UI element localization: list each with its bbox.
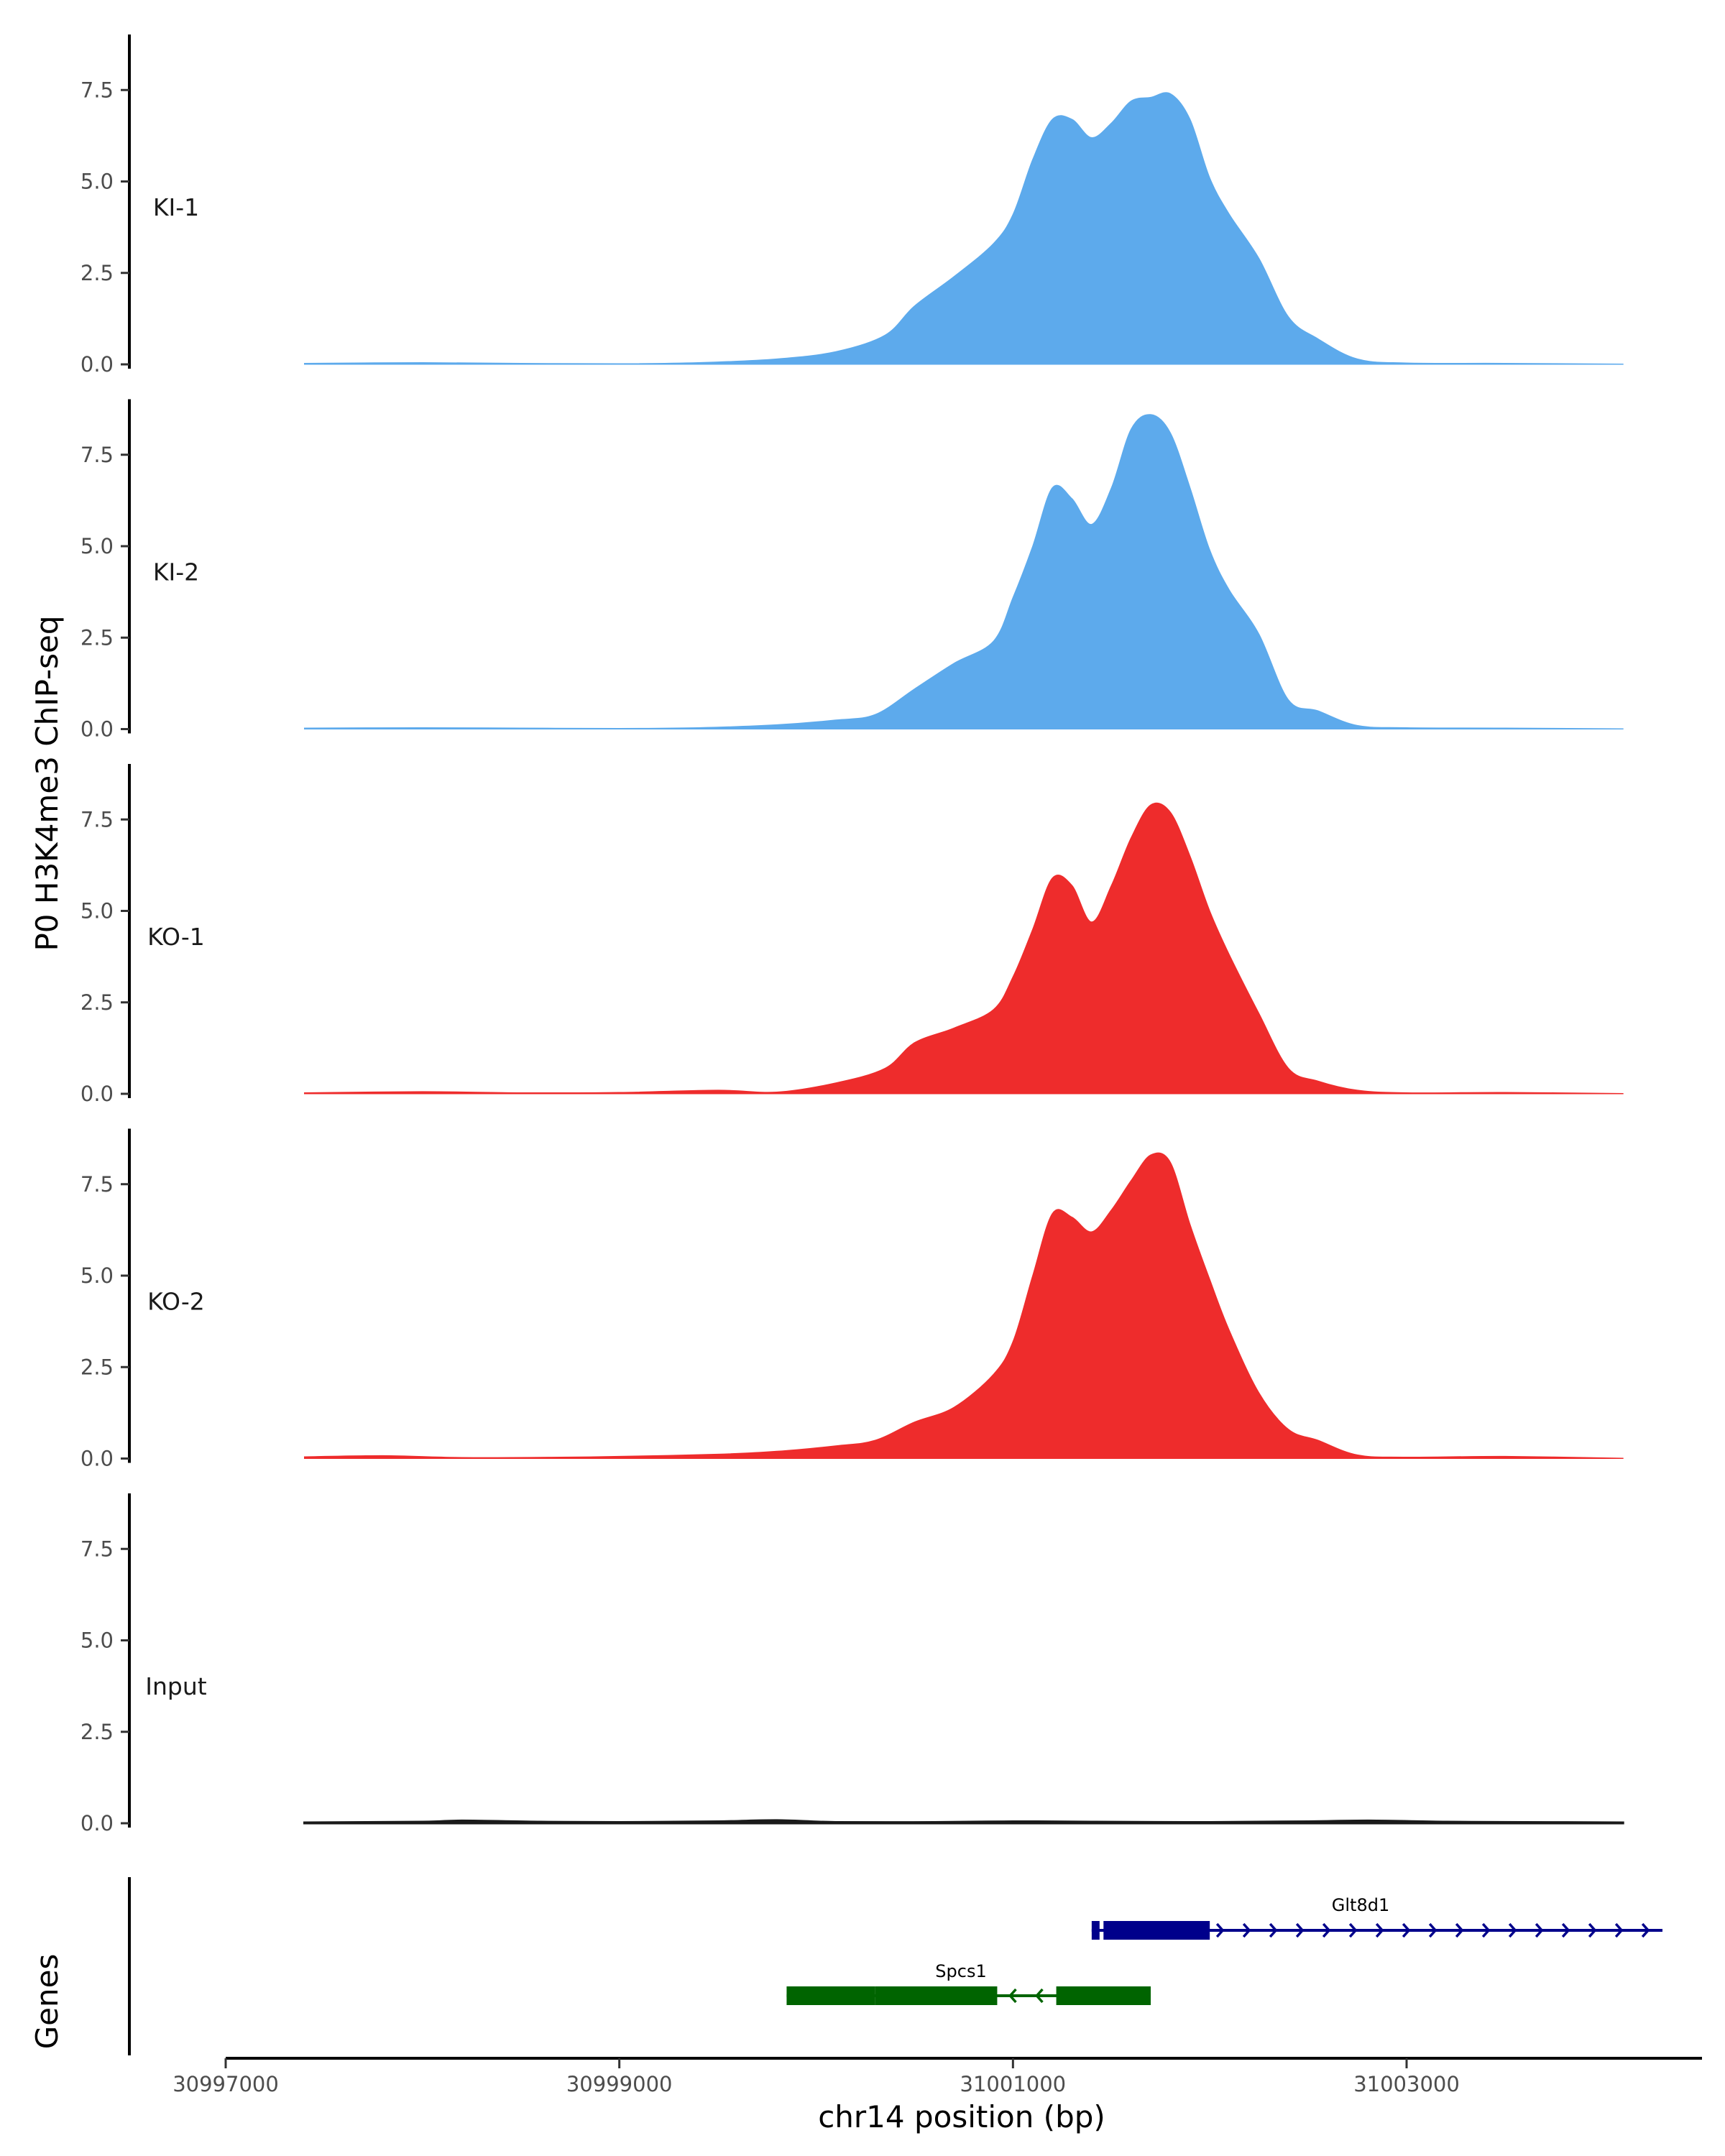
x-tick-label: 30999000 bbox=[566, 2072, 673, 2096]
strand-arrow bbox=[1455, 1922, 1464, 1938]
y-tick-label: 5.0 bbox=[80, 899, 114, 923]
strand-arrow bbox=[1375, 1922, 1384, 1938]
gene-track-title: Genes bbox=[29, 1954, 65, 2050]
gene-label: Glt8d1 bbox=[1332, 1895, 1389, 1915]
gene-track: Glt8d1 Spcs1 bbox=[128, 1877, 1662, 2055]
strand-arrow bbox=[1269, 1922, 1278, 1938]
gene-label: Spcs1 bbox=[935, 1961, 986, 1981]
x-tick-label: 31003000 bbox=[1353, 2072, 1460, 2096]
track-label: KI-2 bbox=[153, 558, 199, 586]
y-tick-label: 2.5 bbox=[80, 990, 114, 1015]
track-ko-1: 0.0 2.5 5.0 7.5 KO-1 bbox=[80, 764, 1624, 1106]
y-tick-label: 0.0 bbox=[80, 1811, 114, 1835]
y-tick-label: 0.0 bbox=[80, 1447, 114, 1471]
strand-arrow bbox=[1215, 1922, 1225, 1938]
track-label: Input bbox=[145, 1672, 207, 1700]
x-axis: 30997000 30999000 31001000 31003000 bbox=[172, 2057, 1702, 2096]
y-tick-label: 2.5 bbox=[80, 625, 114, 650]
strand-arrow bbox=[1008, 1988, 1017, 2004]
y-tick-label: 0.0 bbox=[80, 717, 114, 742]
strand-arrow bbox=[1295, 1922, 1305, 1938]
gene-exon bbox=[1103, 1921, 1210, 1940]
signal-area-ko-2 bbox=[304, 1152, 1624, 1459]
y-tick-label: 0.0 bbox=[80, 1082, 114, 1106]
y-tick-label: 2.5 bbox=[80, 1720, 114, 1744]
strand-arrow bbox=[1035, 1988, 1044, 2004]
y-tick-label: 7.5 bbox=[80, 1172, 114, 1197]
y-tick-label: 2.5 bbox=[80, 1355, 114, 1379]
y-axis-title: P0 H3K4me3 ChIP-seq bbox=[29, 615, 65, 951]
signal-area-ki-1 bbox=[304, 92, 1624, 365]
strand-arrow bbox=[1428, 1922, 1438, 1938]
y-tick-label: 5.0 bbox=[80, 534, 114, 558]
signal-area-ki-2 bbox=[304, 414, 1624, 729]
y-tick-label: 5.0 bbox=[80, 1628, 114, 1653]
y-tick-label: 5.0 bbox=[80, 1263, 114, 1288]
y-tick-label: 7.5 bbox=[80, 1537, 114, 1561]
strand-arrow bbox=[1402, 1922, 1411, 1938]
strand-arrow bbox=[1614, 1922, 1624, 1938]
strand-arrow bbox=[1481, 1922, 1491, 1938]
gene-exon bbox=[1056, 1986, 1151, 2005]
strand-arrow bbox=[1641, 1922, 1650, 1938]
strand-arrow bbox=[1588, 1922, 1597, 1938]
x-axis-title: chr14 position (bp) bbox=[818, 2099, 1105, 2134]
track-label: KI-1 bbox=[153, 193, 199, 221]
strand-arrow bbox=[1561, 1922, 1570, 1938]
track-label: KO-2 bbox=[147, 1288, 205, 1316]
signal-area-input bbox=[303, 1819, 1624, 1825]
track-ki-1: 0.0 2.5 5.0 7.5 KI-1 bbox=[80, 34, 1624, 377]
gene-exon bbox=[875, 1986, 998, 2005]
track-ki-2: 0.0 2.5 5.0 7.5 KI-2 bbox=[80, 399, 1624, 742]
strand-arrow bbox=[1322, 1922, 1331, 1938]
strand-arrow bbox=[1348, 1922, 1358, 1938]
track-input: 0.0 2.5 5.0 7.5 Input bbox=[80, 1493, 1624, 1835]
x-tick-label: 30997000 bbox=[172, 2072, 279, 2096]
signal-area-ko-1 bbox=[304, 802, 1624, 1095]
strand-arrow bbox=[1242, 1922, 1251, 1938]
y-tick-label: 5.0 bbox=[80, 170, 114, 194]
gene-exon bbox=[1091, 1921, 1100, 1940]
y-tick-label: 7.5 bbox=[80, 807, 114, 831]
x-tick-label: 31001000 bbox=[960, 2072, 1067, 2096]
strand-arrow bbox=[1535, 1922, 1544, 1938]
y-tick-label: 7.5 bbox=[80, 78, 114, 102]
strand-arrow bbox=[1508, 1922, 1517, 1938]
track-label: KO-1 bbox=[147, 923, 205, 951]
y-tick-label: 2.5 bbox=[80, 261, 114, 285]
track-ko-2: 0.0 2.5 5.0 7.5 KO-2 bbox=[80, 1128, 1624, 1471]
gene-glt8d1: Glt8d1 bbox=[1091, 1895, 1662, 1940]
y-tick-label: 7.5 bbox=[80, 443, 114, 467]
gene-spcs1: Spcs1 bbox=[786, 1961, 1151, 2005]
gene-exon bbox=[786, 1986, 875, 2005]
y-tick-label: 0.0 bbox=[80, 352, 114, 377]
signal-tracks: 0.0 2.5 5.0 7.5 KI-1 0.0 2.5 5.0 7.5 KI-2 0.0 2.5 5.… bbox=[80, 34, 1624, 1835]
